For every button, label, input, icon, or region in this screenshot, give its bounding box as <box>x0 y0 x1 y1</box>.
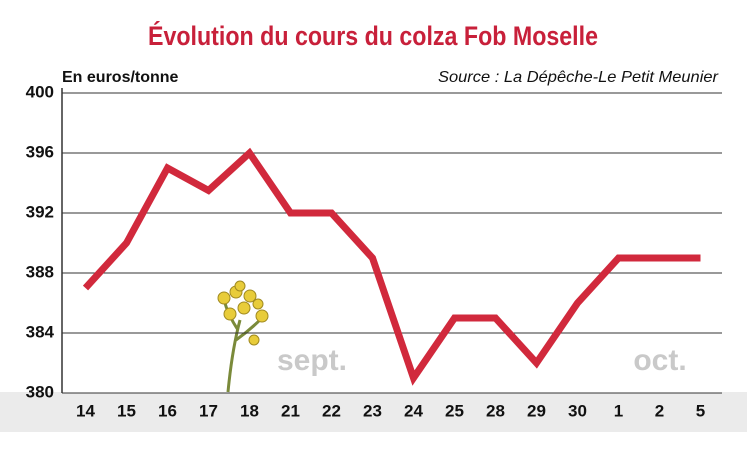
y-axis-label: En euros/tonne <box>62 69 179 86</box>
y-tick-label: 396 <box>26 142 54 161</box>
y-tick-label: 392 <box>26 202 54 221</box>
x-tick-label: 15 <box>117 401 136 420</box>
x-tick-label: 29 <box>527 401 546 420</box>
plot-area <box>62 88 722 393</box>
x-tick-label: 23 <box>363 401 382 420</box>
line <box>82 147 701 386</box>
chart-title: Évolution du cours du colza Fob Moselle <box>148 20 598 51</box>
x-tick-label: 17 <box>199 401 218 420</box>
annotation: sept. <box>277 344 347 377</box>
x-tick-label: 14 <box>76 401 95 420</box>
x-tick-label: 2 <box>655 401 664 420</box>
x-tick-label: 30 <box>568 401 587 420</box>
source: Source : La Dépêche-Le Petit Meunier <box>438 69 719 86</box>
x-tick-label: 25 <box>445 401 464 420</box>
x-tick-label: 28 <box>486 401 505 420</box>
y-tick-label: 380 <box>26 382 54 401</box>
flower <box>217 280 269 393</box>
annotation: oct. <box>633 344 686 377</box>
y-tick-label: 400 <box>26 82 54 101</box>
x-tick-label: 22 <box>322 401 341 420</box>
x-tick-label: 16 <box>158 401 177 420</box>
x-tick-label: 21 <box>281 401 300 420</box>
x-tick-label: 18 <box>240 401 259 420</box>
x-tick-label: 24 <box>404 401 423 420</box>
y-tick-label: 388 <box>26 262 54 281</box>
y-tick-label: 384 <box>26 322 55 341</box>
x-tick-label: 5 <box>696 401 705 420</box>
x-axis-band <box>0 392 747 432</box>
x-tick-label: 1 <box>614 401 623 420</box>
